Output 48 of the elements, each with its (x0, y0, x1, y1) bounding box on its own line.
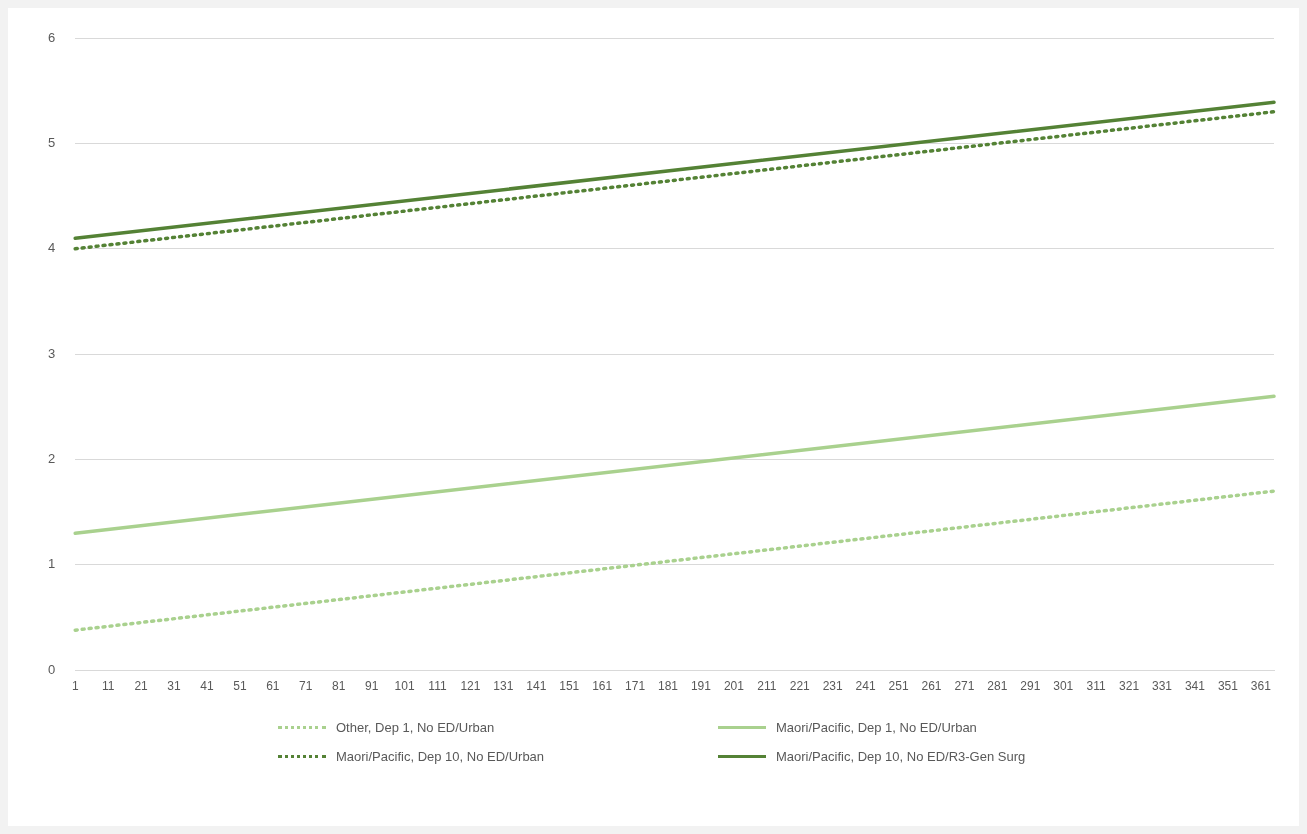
x-tick-label: 191 (690, 678, 712, 693)
x-tick-label: 101 (394, 678, 415, 693)
x-tick-label: 261 (921, 678, 942, 693)
x-tick-label: 291 (1020, 678, 1041, 693)
x-tick-label: 311 (1086, 678, 1107, 693)
y-tick-label: 3 (48, 345, 56, 361)
x-tick-label: 241 (855, 678, 876, 693)
legend-label: Maori/Pacific, Dep 1, No ED/Urban (776, 720, 977, 735)
x-tick-label: 1 (71, 678, 79, 693)
x-tick-label: 321 (1119, 678, 1140, 693)
x-tick-label: 181 (658, 678, 679, 693)
x-tick-label: 171 (625, 678, 646, 693)
y-tick-label: 6 (48, 29, 56, 45)
legend-label: Maori/Pacific, Dep 10, No ED/Urban (336, 749, 545, 764)
x-tick-label: 81 (332, 678, 346, 693)
x-tick-label: 61 (266, 678, 280, 693)
x-tick-label: 131 (493, 678, 514, 693)
x-tick-label: 251 (888, 678, 909, 693)
x-tick-label: 281 (987, 678, 1008, 693)
x-tick-label: 11 (101, 678, 115, 693)
x-tick-label: 161 (592, 678, 613, 693)
x-tick-label: 361 (1250, 678, 1272, 693)
x-tick-label: 91 (364, 678, 379, 693)
x-tick-label: 271 (954, 678, 975, 693)
legend-label: Other, Dep 1, No ED/Urban (336, 720, 495, 735)
y-tick-label: 4 (48, 240, 56, 256)
x-tick-label: 111 (428, 678, 447, 693)
x-tick-label: 351 (1217, 678, 1239, 693)
y-tick-label: 5 (48, 134, 56, 150)
x-tick-label: 201 (723, 678, 745, 693)
x-tick-label: 231 (822, 678, 844, 693)
x-tick-label: 21 (134, 678, 149, 693)
x-tick-label: 341 (1184, 678, 1206, 693)
x-tick-label: 141 (526, 678, 547, 693)
y-tick-label: 2 (48, 451, 56, 467)
x-tick-label: 331 (1152, 678, 1173, 693)
x-tick-label: 211 (757, 678, 777, 693)
x-tick-label: 121 (460, 678, 481, 693)
y-tick-label: 1 (48, 556, 56, 572)
x-tick-label: 221 (789, 678, 811, 693)
x-tick-label: 151 (559, 678, 580, 693)
x-tick-label: 71 (299, 678, 313, 693)
y-tick-label: 0 (48, 661, 56, 677)
x-tick-label: 31 (167, 678, 182, 693)
legend-label: Maori/Pacific, Dep 10, No ED/R3-Gen Surg (776, 749, 1026, 764)
x-tick-label: 41 (200, 678, 214, 693)
x-tick-label: 301 (1053, 678, 1074, 693)
x-tick-label: 51 (233, 678, 247, 693)
